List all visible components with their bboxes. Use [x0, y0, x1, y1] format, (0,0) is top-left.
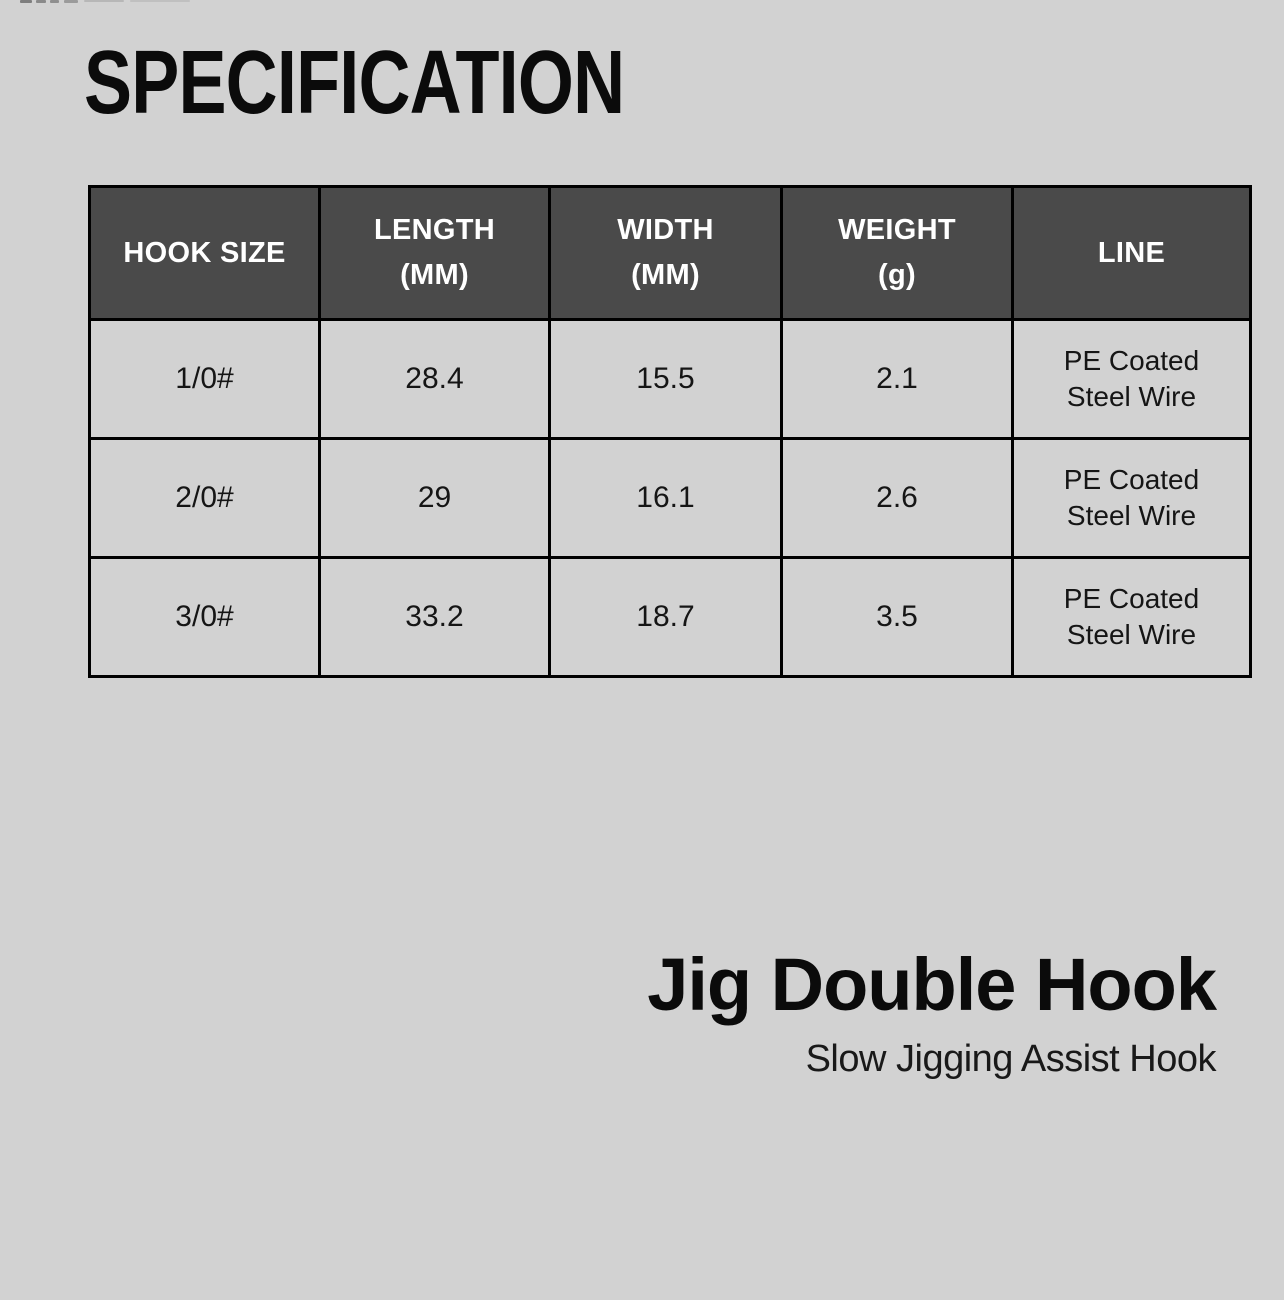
column-header-width: WIDTH (MM) — [548, 185, 783, 321]
cell-width: 18.7 — [548, 556, 783, 678]
cell-hook-size: 2/0# — [88, 437, 321, 559]
cell-length: 29 — [318, 437, 551, 559]
page-title: SPECIFICATION — [84, 33, 625, 133]
cell-hook-size: 3/0# — [88, 556, 321, 678]
column-header-length: LENGTH (MM) — [318, 185, 551, 321]
cell-weight: 2.1 — [780, 318, 1014, 440]
column-header-line: LINE — [1011, 185, 1252, 321]
cell-width: 16.1 — [548, 437, 783, 559]
table-row: 1/0# 28.4 15.5 2.1 PE Coated Steel Wire — [88, 318, 1252, 440]
column-header-hook-size: HOOK SIZE — [88, 185, 321, 321]
table-row: 3/0# 33.2 18.7 3.5 PE Coated Steel Wire — [88, 556, 1252, 678]
cell-hook-size: 1/0# — [88, 318, 321, 440]
specification-table: HOOK SIZE LENGTH (MM) WIDTH (MM) WEIGHT … — [88, 185, 1252, 678]
product-tagline: Slow Jigging Assist Hook — [805, 1038, 1217, 1080]
cropped-text-artifact — [18, 0, 198, 4]
cell-line: PE Coated Steel Wire — [1011, 437, 1252, 559]
cell-line: PE Coated Steel Wire — [1011, 556, 1252, 678]
product-block: Jig Double Hook Slow Jigging Assist Hook — [647, 943, 1217, 1080]
cell-length: 33.2 — [318, 556, 551, 678]
cell-weight: 3.5 — [780, 556, 1014, 678]
cell-weight: 2.6 — [780, 437, 1014, 559]
table-body: 1/0# 28.4 15.5 2.1 PE Coated Steel Wire … — [88, 318, 1252, 678]
cell-line: PE Coated Steel Wire — [1011, 318, 1252, 440]
table-header-row: HOOK SIZE LENGTH (MM) WIDTH (MM) WEIGHT … — [88, 185, 1252, 321]
column-header-weight: WEIGHT (g) — [780, 185, 1014, 321]
cell-width: 15.5 — [548, 318, 783, 440]
product-name: Jig Double Hook — [647, 943, 1217, 1026]
table-row: 2/0# 29 16.1 2.6 PE Coated Steel Wire — [88, 437, 1252, 559]
cell-length: 28.4 — [318, 318, 551, 440]
table-header: HOOK SIZE LENGTH (MM) WIDTH (MM) WEIGHT … — [88, 185, 1252, 321]
